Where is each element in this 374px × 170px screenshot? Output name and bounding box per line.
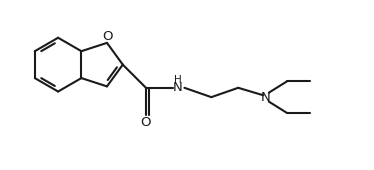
Text: N: N xyxy=(173,81,183,94)
Text: N: N xyxy=(260,91,270,104)
Text: O: O xyxy=(141,116,151,129)
Text: H: H xyxy=(174,75,182,85)
Text: O: O xyxy=(102,30,113,43)
